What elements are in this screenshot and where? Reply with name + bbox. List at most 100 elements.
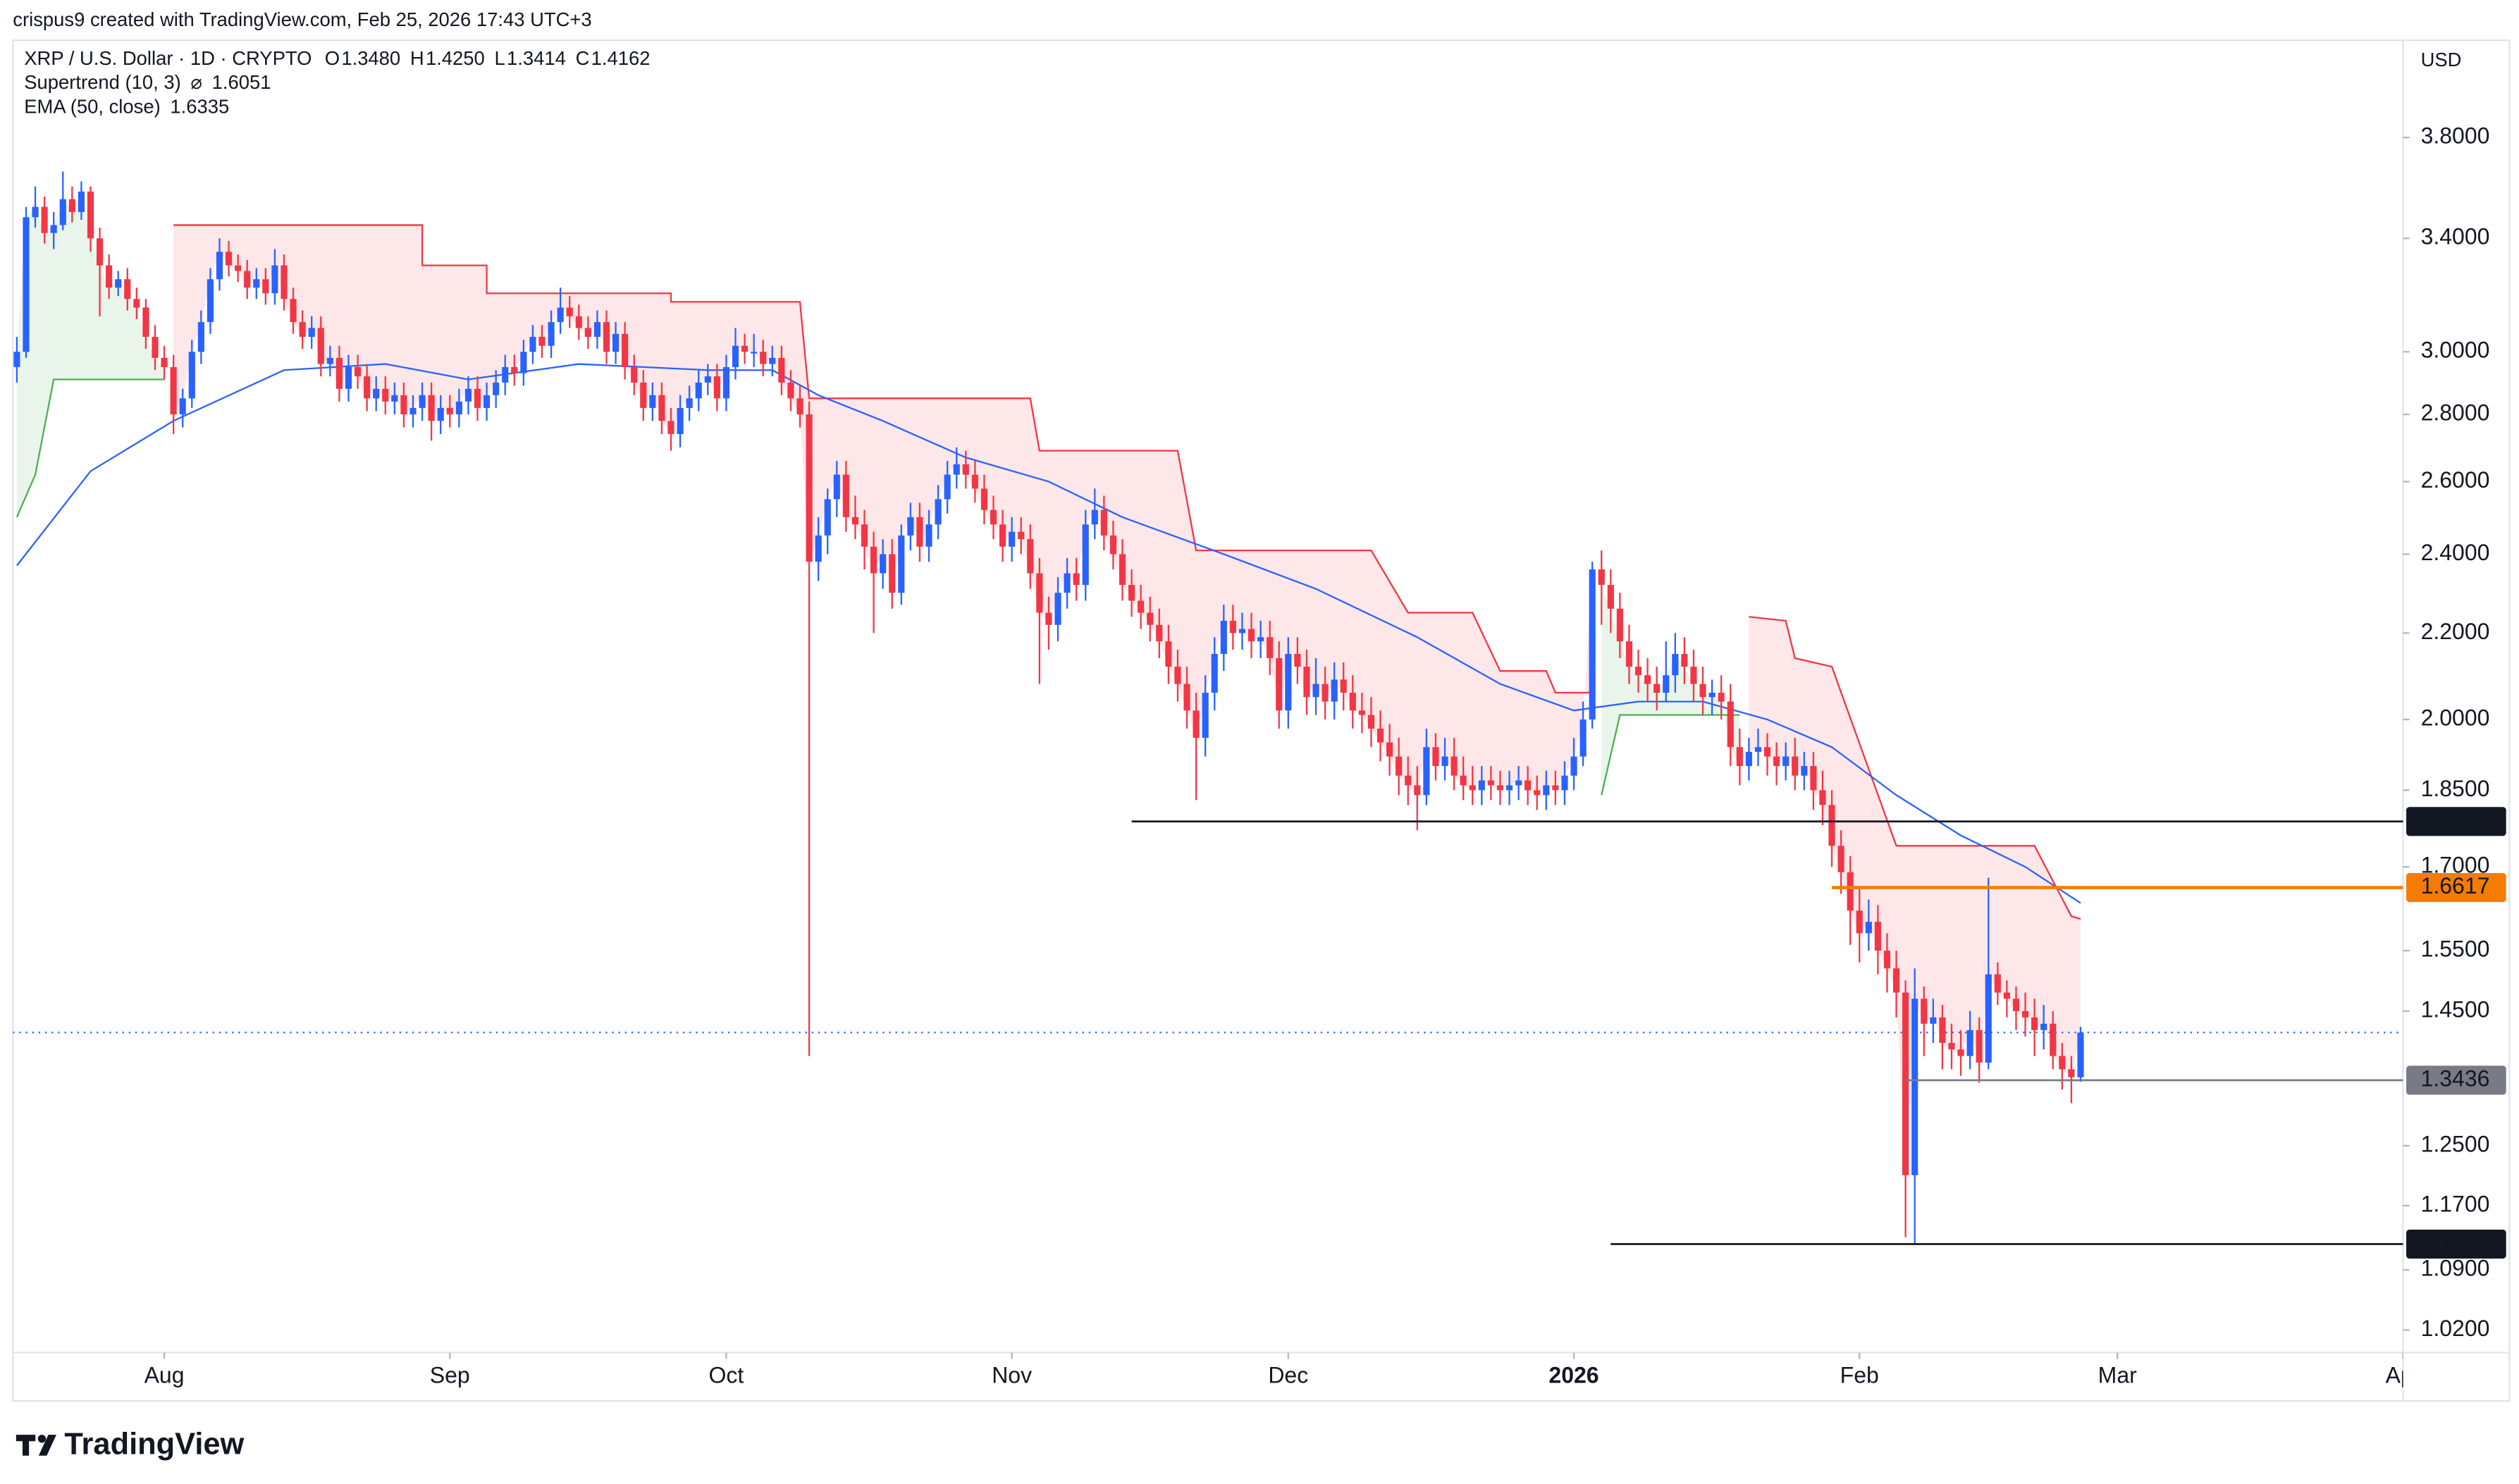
candle-body bbox=[345, 366, 352, 389]
candle-body bbox=[1119, 554, 1126, 586]
candle-body bbox=[1073, 573, 1080, 586]
candle-body bbox=[1018, 531, 1025, 540]
supertrend-value: 1.6051 bbox=[212, 71, 271, 93]
candle-body bbox=[538, 337, 546, 346]
candle-body bbox=[23, 217, 30, 352]
candle-body bbox=[382, 388, 389, 402]
candle-body bbox=[253, 279, 260, 288]
candle-body bbox=[502, 366, 509, 383]
candle-body bbox=[1405, 775, 1412, 786]
candle-body bbox=[1156, 624, 1163, 642]
supertrend-fill bbox=[1601, 585, 1740, 796]
candle-body bbox=[170, 366, 177, 415]
candle-body bbox=[1386, 742, 1393, 757]
candle-body bbox=[1036, 573, 1043, 613]
candle-body bbox=[1376, 729, 1384, 743]
y-tick-label: 1.0900 bbox=[2421, 1256, 2490, 1281]
candle-body bbox=[1681, 654, 1688, 667]
candle-body bbox=[1607, 585, 1614, 609]
candle-body bbox=[364, 376, 371, 399]
candle-body bbox=[1801, 766, 1808, 776]
candle-body bbox=[1663, 675, 1670, 693]
candle-body bbox=[1644, 675, 1651, 684]
candle-body bbox=[1469, 785, 1476, 791]
candle-body bbox=[1672, 654, 1679, 676]
candle-body bbox=[520, 352, 527, 373]
candle-body bbox=[999, 524, 1006, 547]
candle-body bbox=[1543, 785, 1550, 796]
supertrend-fill bbox=[1749, 617, 2081, 1175]
candle-body bbox=[1109, 535, 1117, 555]
y-tick-label: 2.4000 bbox=[2421, 540, 2490, 565]
y-tick-label: 2.0000 bbox=[2421, 705, 2490, 731]
candle-body bbox=[1147, 612, 1154, 625]
candle-body bbox=[1792, 756, 1799, 776]
level-label-box bbox=[2406, 1229, 2506, 1259]
candle-body bbox=[806, 414, 813, 562]
candle-body bbox=[686, 398, 693, 408]
candle-body bbox=[1754, 747, 1762, 752]
candle-body bbox=[1100, 509, 1107, 536]
x-tick-label: Aug bbox=[144, 1362, 185, 1387]
y-tick-label: 1.1700 bbox=[2421, 1191, 2490, 1216]
y-tick-label: 1.8500 bbox=[2421, 776, 2490, 801]
candle-body bbox=[861, 524, 868, 547]
candle-body bbox=[1183, 684, 1190, 711]
candle-body bbox=[1948, 1043, 1955, 1050]
candle-body bbox=[1690, 667, 1697, 684]
candle-body bbox=[78, 191, 85, 212]
candle-body bbox=[658, 395, 665, 421]
supertrend-line bbox=[1749, 616, 2081, 920]
candle-body bbox=[2012, 998, 2020, 1011]
logo: TradingView bbox=[16, 1428, 245, 1461]
candle-body bbox=[1994, 974, 2001, 993]
candle-body bbox=[142, 307, 149, 338]
chart-frame bbox=[12, 39, 2511, 1402]
candle-body bbox=[1625, 641, 1633, 667]
candle-body bbox=[96, 238, 104, 266]
candle-body bbox=[851, 517, 859, 525]
candle-body bbox=[59, 199, 66, 225]
candle-body bbox=[262, 279, 269, 294]
candle-body bbox=[2050, 1023, 2057, 1056]
candle-body bbox=[32, 206, 39, 218]
candle-body bbox=[695, 382, 702, 399]
logo-text: TradingView bbox=[64, 1428, 244, 1461]
candle-body bbox=[2068, 1069, 2075, 1077]
candle-body bbox=[1202, 693, 1209, 738]
candle-body bbox=[419, 395, 426, 408]
candle-body bbox=[207, 279, 214, 323]
candle-body bbox=[1966, 1029, 1973, 1056]
candle-body bbox=[603, 322, 610, 352]
level-label: 1.6617 bbox=[2421, 873, 2490, 898]
candle-body bbox=[124, 279, 131, 299]
y-tick-label: 1.4500 bbox=[2421, 996, 2490, 1022]
candle-body bbox=[722, 366, 730, 399]
candle-body bbox=[584, 328, 591, 338]
candle-body bbox=[1432, 747, 1439, 767]
ema-line bbox=[16, 363, 2081, 904]
candle-body bbox=[787, 382, 794, 399]
candle-body bbox=[1856, 910, 1863, 934]
time-axis: Aug Sep Oct Nov Dec 2026 Feb Mar Apr bbox=[144, 1352, 2403, 1387]
candle-body bbox=[464, 388, 472, 402]
candle-body bbox=[474, 388, 481, 408]
candle-body bbox=[1064, 573, 1071, 593]
ohlc-value: 1.3480 bbox=[341, 47, 400, 69]
candle-body bbox=[133, 299, 140, 308]
ohlc-value: 1.3414 bbox=[507, 47, 566, 69]
ema-name: EMA (50, close) bbox=[24, 95, 160, 117]
y-tick-label: 2.8000 bbox=[2421, 400, 2490, 426]
candle-body bbox=[1128, 585, 1135, 601]
candle-body bbox=[290, 299, 297, 323]
candle-body bbox=[1515, 780, 1522, 786]
candle-body bbox=[631, 366, 638, 383]
level-label: 1.3436 bbox=[2421, 1065, 2490, 1091]
level-label: 1.7873 bbox=[2421, 807, 2490, 832]
candle-body bbox=[1810, 766, 1817, 791]
candle-body bbox=[335, 357, 343, 389]
candle-body bbox=[557, 307, 564, 323]
candle-body bbox=[354, 366, 362, 377]
candle-body bbox=[704, 376, 711, 383]
symbol: XRP / U.S. Dollar · 1D · CRYPTO bbox=[24, 47, 312, 69]
